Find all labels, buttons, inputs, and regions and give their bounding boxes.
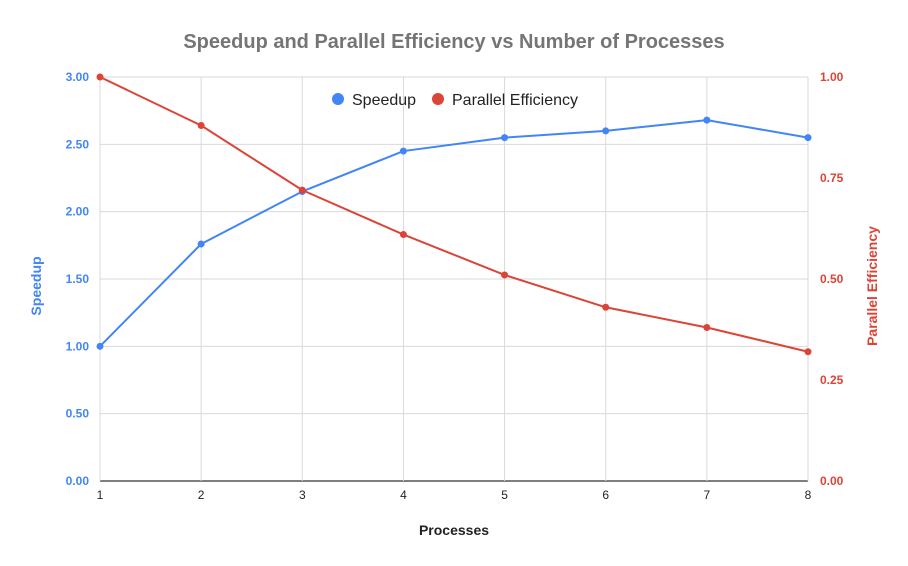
x-tick-label: 3 [299, 488, 306, 502]
series-points [96, 73, 812, 356]
parallel-efficiency-legend-label: Parallel Efficiency [452, 92, 578, 109]
speedup-point [501, 134, 509, 142]
right-tick-label: 0.75 [820, 171, 844, 185]
x-tick-label: 5 [501, 488, 508, 502]
left-tick-label: 1.50 [66, 272, 90, 286]
speedup-line [99, 119, 809, 348]
speedup-point [804, 134, 812, 142]
x-axis-title: Processes [419, 522, 489, 538]
x-tick-label: 6 [602, 488, 609, 502]
left-tick-label: 3.00 [66, 70, 90, 84]
parallel-efficiency-line [99, 76, 809, 353]
gridlines [99, 76, 809, 482]
parallel-efficiency-point [703, 323, 711, 331]
left-tick-label: 2.00 [66, 205, 90, 219]
parallel-efficiency-legend-marker [432, 93, 444, 105]
left-axis-title: Speedup [28, 256, 44, 315]
legend: Speedup Parallel Efficiency [332, 92, 578, 109]
parallel-efficiency-point [602, 303, 610, 311]
right-tick-label: 1.00 [820, 70, 844, 84]
right-axis-ticks: 0.00 0.25 0.50 0.75 1.00 [820, 70, 844, 488]
right-axis-title: Parallel Efficiency [864, 226, 880, 346]
left-tick-label: 1.00 [66, 339, 90, 353]
left-tick-label: 2.50 [66, 137, 90, 151]
speedup-point [399, 147, 407, 155]
parallel-efficiency-point [197, 121, 205, 129]
x-tick-label: 1 [97, 488, 104, 502]
speedup-legend-marker [332, 93, 344, 105]
left-tick-label: 0.00 [66, 474, 90, 488]
x-tick-label: 8 [805, 488, 812, 502]
speedup-point [96, 342, 104, 350]
parallel-efficiency-point [399, 231, 407, 239]
x-axis-ticks: 1 2 3 4 5 6 7 8 [97, 488, 812, 502]
speedup-point [602, 127, 610, 135]
right-tick-label: 0.25 [820, 373, 844, 387]
right-tick-label: 0.50 [820, 272, 844, 286]
parallel-efficiency-point [96, 73, 104, 81]
x-tick-label: 4 [400, 488, 407, 502]
x-tick-label: 2 [198, 488, 205, 502]
speedup-point [197, 240, 205, 248]
speedup-point [703, 116, 711, 124]
parallel-efficiency-point [298, 186, 306, 194]
chart-title: Speedup and Parallel Efficiency vs Numbe… [183, 31, 724, 53]
right-tick-label: 0.00 [820, 474, 844, 488]
series-lines [99, 76, 809, 353]
parallel-efficiency-point [804, 348, 812, 356]
parallel-efficiency-point [501, 271, 509, 279]
left-axis-ticks: 0.00 0.50 1.00 1.50 2.00 2.50 3.00 [66, 70, 90, 488]
left-tick-label: 0.50 [66, 407, 90, 421]
x-tick-label: 7 [704, 488, 711, 502]
speedup-legend-label: Speedup [352, 92, 416, 109]
